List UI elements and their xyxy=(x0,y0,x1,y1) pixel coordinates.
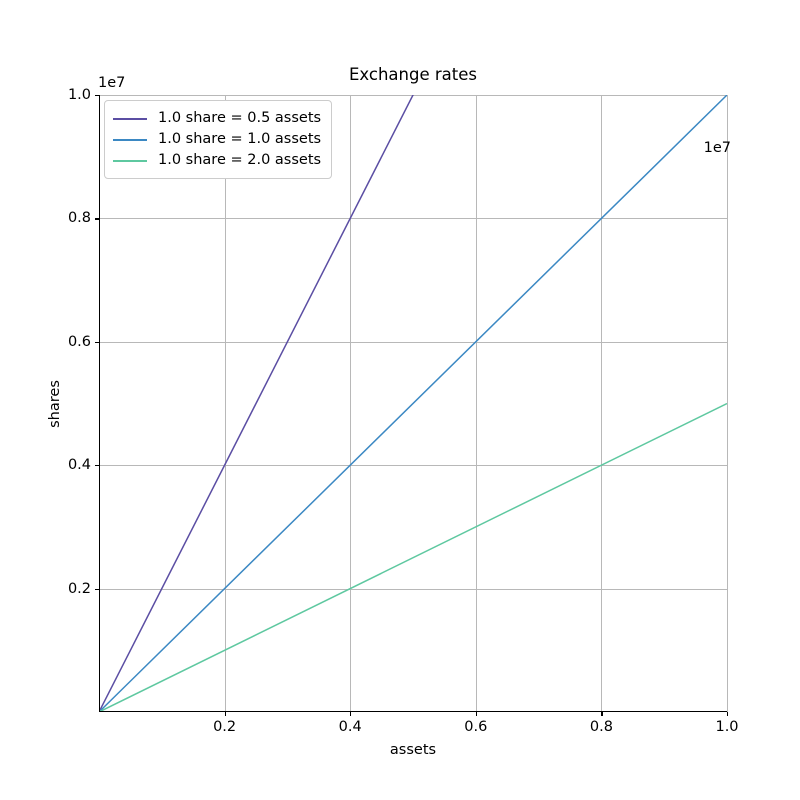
chart-title: Exchange rates xyxy=(349,65,477,84)
y-axis-tick xyxy=(95,95,99,97)
legend-item-label: 1.0 share = 2.0 assets xyxy=(158,152,322,169)
legend-item[interactable]: 1.0 share = 1.0 assets xyxy=(113,129,321,150)
x-axis-tick xyxy=(727,712,729,716)
y-axis-tick-label: 0.8 xyxy=(67,210,91,227)
x-axis-tick xyxy=(601,712,603,716)
y-axis-tick-label: 1.0 xyxy=(67,86,91,103)
gridline-horizontal xyxy=(99,218,727,220)
x-axis-tick xyxy=(224,712,226,716)
chart-legend: 1.0 share = 0.5 assets 1.0 share = 1.0 as… xyxy=(104,100,333,179)
legend-item[interactable]: 1.0 share = 2.0 assets xyxy=(113,150,321,171)
legend-item-label: 1.0 share = 1.0 assets xyxy=(158,131,322,148)
x-axis-tick-label: 0.2 xyxy=(213,719,237,735)
series-line xyxy=(99,404,727,713)
legend-item[interactable]: 1.0 share = 0.5 assets xyxy=(113,108,321,129)
legend-line-swatch xyxy=(113,138,147,141)
gridline-vertical xyxy=(224,95,226,712)
y-axis-label: shares xyxy=(46,379,63,428)
y-axis-tick-label: 0.6 xyxy=(67,333,91,350)
axis-spine-left xyxy=(99,95,101,712)
gridline-vertical xyxy=(727,95,728,712)
legend-line-swatch xyxy=(113,117,147,120)
x-axis-tick xyxy=(475,712,478,716)
axis-spine-bottom xyxy=(99,710,727,712)
gridline-vertical xyxy=(601,95,603,712)
series-line xyxy=(99,95,727,712)
gridline-horizontal xyxy=(99,341,727,343)
legend-line-swatch xyxy=(113,159,147,162)
y-axis-tick xyxy=(95,465,99,467)
plot-axes: Exchange rates 0.2 0.4 0.6 0.8 1.0 0.2 0.4 0.6 0… xyxy=(47,65,739,758)
x-axis-offset-text: 1e7 xyxy=(703,140,731,156)
x-axis-tick-label: 0.6 xyxy=(464,719,488,735)
gridline-vertical xyxy=(475,95,477,712)
legend-item-label: 1.0 share = 0.5 assets xyxy=(158,110,322,127)
y-axis-tick xyxy=(95,218,99,220)
y-axis-tick xyxy=(95,341,99,344)
gridline-horizontal xyxy=(99,465,727,467)
y-axis-tick-label: 0.2 xyxy=(67,580,91,597)
y-axis-offset-text: 1e7 xyxy=(98,75,126,91)
x-axis-label: assets xyxy=(389,742,437,758)
x-axis-tick-label: 0.8 xyxy=(589,719,613,735)
plot-lines xyxy=(99,95,727,712)
gridline-vertical xyxy=(350,95,352,712)
y-axis-tick xyxy=(95,588,99,590)
x-axis-tick-label: 1.0 xyxy=(715,719,739,735)
series-line xyxy=(99,95,727,712)
y-axis-tick-label: 0.4 xyxy=(67,456,91,473)
x-axis-tick-label: 0.4 xyxy=(338,719,362,735)
gridline-horizontal xyxy=(99,588,727,590)
x-axis-tick xyxy=(350,712,352,716)
